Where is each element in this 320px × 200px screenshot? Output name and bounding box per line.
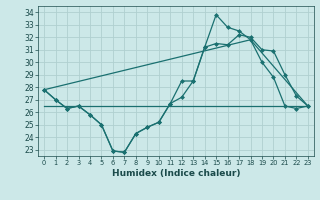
X-axis label: Humidex (Indice chaleur): Humidex (Indice chaleur) <box>112 169 240 178</box>
